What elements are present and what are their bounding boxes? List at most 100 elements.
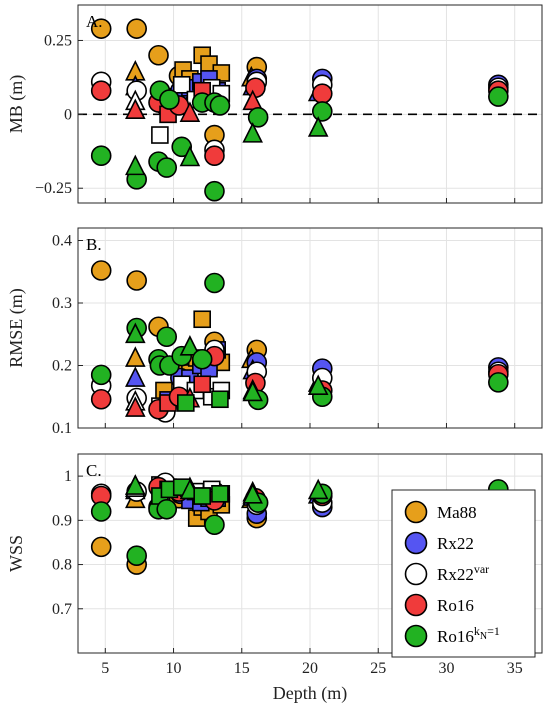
legend-label: Rx22	[437, 534, 474, 553]
panel-label: A.	[86, 12, 103, 31]
data-point-ro16kn	[156, 157, 178, 178]
y-tick-label: 0	[64, 106, 72, 123]
data-point-ma88	[148, 44, 169, 66]
y-tick-label: 0.8	[52, 557, 72, 574]
x-tick-label: 15	[234, 660, 250, 677]
data-point-ro16kn	[179, 335, 201, 356]
data-point-ro16	[125, 98, 146, 120]
legend-label: Ro16	[437, 596, 474, 615]
data-point-ma88	[90, 18, 112, 39]
x-tick-label: 5	[101, 660, 109, 677]
data-point-ro16kn	[191, 348, 213, 370]
x-tick-label: 30	[438, 660, 454, 677]
panel-label: C.	[86, 461, 102, 480]
data-point-ro16kn	[204, 514, 225, 536]
data-point-ro16kn	[90, 364, 112, 386]
y-tick-label: 0.3	[52, 295, 72, 312]
data-point-ro16	[204, 145, 225, 167]
data-point-ro16kn	[307, 478, 329, 500]
x-tick-label: 25	[370, 660, 386, 677]
legend-marker	[404, 500, 428, 524]
y-tick-label: 0.7	[52, 601, 72, 618]
series-ro16	[90, 77, 509, 167]
y-tick-label: 0.1	[52, 420, 72, 437]
y-tick-label: 0.25	[44, 32, 72, 49]
data-point-ma88	[90, 536, 112, 558]
data-point-ma88	[125, 346, 146, 367]
x-tick-label: 10	[166, 660, 182, 677]
x-tick-label: 20	[302, 660, 318, 677]
data-point-ro16kn	[156, 498, 178, 520]
legend-marker	[404, 562, 428, 586]
data-point-ro16kn	[179, 145, 201, 167]
data-point-ro16kn	[211, 484, 229, 503]
legend-label: Ma88	[437, 503, 477, 522]
data-point-ma88	[193, 310, 211, 329]
data-point-ro16kn	[209, 95, 231, 116]
data-point-ro16kn	[488, 372, 509, 393]
data-point-ro16kn	[193, 487, 211, 505]
y-tick-label: 1	[64, 468, 72, 485]
data-point-ma88	[90, 260, 112, 281]
data-point-ro16kn	[90, 501, 112, 522]
panels: −0.25 0 0.25 A. MB (m) 0.1 0.2 0.3 0.4 B. RMSE (m)…	[6, 4, 543, 704]
data-point-ro16kn	[247, 106, 269, 128]
legend: Ma88 Rx22 Rx22var Ro16 Ro16kN=1	[391, 489, 536, 658]
y-tick-label: −0.25	[35, 180, 72, 197]
data-point-rx22var	[172, 75, 191, 94]
data-point-ro16	[125, 396, 146, 417]
legend-label: Ro16kN=1	[437, 624, 500, 646]
data-point-ro16kn	[204, 180, 225, 202]
legend-item-ma88: Ma88	[404, 500, 477, 524]
data-point-ro16kn	[311, 101, 333, 122]
y-axis-label: WSS	[6, 535, 26, 572]
legend-marker	[404, 531, 428, 555]
y-axis-label: MB (m)	[6, 75, 27, 134]
data-point-ro16kn	[177, 394, 195, 412]
data-point-ro16	[311, 83, 333, 104]
data-point-ma88	[126, 270, 147, 291]
data-point-ro16kn	[125, 474, 146, 495]
data-point-ro16kn	[126, 545, 147, 567]
x-tick-label: 35	[507, 660, 523, 677]
data-point-ro16kn	[307, 374, 329, 396]
data-point-ro16kn	[488, 86, 509, 107]
data-point-ro16	[179, 101, 201, 122]
y-axis-label: RMSE (m)	[6, 288, 27, 368]
data-point-ro16kn	[307, 116, 329, 137]
data-point-ma88	[126, 18, 147, 39]
data-point-ro16kn	[242, 122, 263, 143]
data-point-rx22var	[151, 126, 169, 144]
legend-item-ro16: Ro16	[404, 593, 474, 617]
data-point-ro16kn	[156, 326, 178, 348]
y-tick-label: 0.4	[52, 233, 72, 250]
data-point-ro16kn	[204, 272, 225, 294]
panel-a: −0.25 0 0.25 A. MB (m)	[6, 4, 543, 204]
panel-b: 0.1 0.2 0.3 0.4 B. RMSE (m)	[6, 227, 543, 437]
data-point-ro16kn	[211, 390, 229, 409]
data-point-ro16	[90, 80, 112, 102]
x-axis-label: Depth (m)	[273, 683, 347, 704]
data-point-ro16kn	[90, 145, 112, 167]
legend-item-rx22: Rx22	[404, 531, 474, 555]
y-tick-label: 0.9	[52, 512, 72, 529]
data-point-ro16	[245, 77, 266, 99]
data-point-ro16kn	[242, 483, 263, 504]
legend-marker	[404, 593, 428, 617]
data-point-ro16kn	[159, 89, 180, 110]
data-point-ro16kn	[242, 380, 263, 402]
series-ro16kn	[90, 80, 509, 202]
series-ro16kn	[90, 272, 509, 412]
legend-marker	[404, 624, 428, 648]
data-point-ro16	[193, 375, 211, 394]
data-point-ro16kn	[125, 322, 146, 344]
data-point-ro16kn	[171, 136, 193, 158]
legend-item-rx22var: Rx22var	[404, 562, 489, 586]
data-point-ro16	[90, 388, 112, 410]
series-ro16kn	[90, 474, 509, 567]
data-point-ro16kn	[125, 154, 146, 176]
y-tick-label: 0.2	[52, 358, 72, 375]
panel-label: B.	[86, 235, 102, 254]
data-point-rx22	[125, 366, 146, 387]
